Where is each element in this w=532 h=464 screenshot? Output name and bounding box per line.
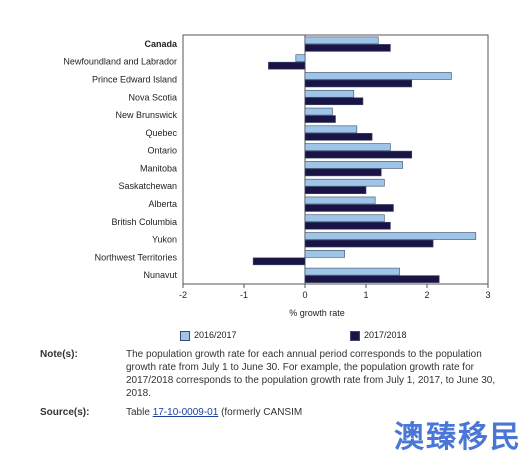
x-tick-label-0: 0 bbox=[302, 290, 307, 300]
bar-2016-2017-british-columbia bbox=[304, 214, 385, 223]
category-label-nova-scotia: Nova Scotia bbox=[128, 92, 177, 102]
category-label-prince-edward-island: Prince Edward Island bbox=[92, 74, 177, 84]
bar-2017-2018-nova-scotia bbox=[304, 97, 364, 106]
source-table-link[interactable]: 17-10-0009-01 bbox=[152, 407, 219, 418]
source-suffix: (formerly CANSIM bbox=[218, 407, 303, 418]
bar-2016-2017-nunavut bbox=[304, 267, 400, 276]
bar-2017-2018-yukon bbox=[304, 239, 434, 248]
bar-2017-2018-northwest-territories bbox=[252, 257, 306, 266]
category-label-manitoba: Manitoba bbox=[140, 163, 177, 173]
note-row: Note(s): The population growth rate for … bbox=[40, 348, 510, 400]
category-label-quebec: Quebec bbox=[145, 128, 177, 138]
bar-2017-2018-nunavut bbox=[304, 275, 440, 283]
category-label-newfoundland-and-labrador: Newfoundland and Labrador bbox=[63, 57, 177, 67]
bar-2017-2018-new-brunswick bbox=[304, 115, 336, 123]
bar-2016-2017-northwest-territories bbox=[304, 250, 345, 258]
bar-2016-2017-alberta bbox=[304, 196, 376, 205]
population-growth-chart: Canada Newfoundland and Labrador Prince Ed… bbox=[63, 34, 491, 318]
watermark-logo: 澳臻移民 bbox=[394, 420, 522, 455]
bar-2017-2018-prince-edward-island bbox=[304, 79, 413, 88]
legend-item-2017-2018: 2017/2018 bbox=[350, 328, 407, 342]
category-label-saskatchewan: Saskatchewan bbox=[118, 181, 177, 191]
category-label-yukon: Yukon bbox=[152, 235, 177, 245]
x-axis-title: % growth rate bbox=[289, 308, 345, 318]
chart-container: Canada Newfoundland and Labrador Prince Ed… bbox=[63, 34, 491, 341]
legend: 2016/2017 2017/2018 bbox=[180, 328, 480, 344]
bar-2017-2018-quebec bbox=[304, 133, 373, 141]
bar-2017-2018-alberta bbox=[304, 204, 394, 212]
x-tick-label-1: 1 bbox=[363, 290, 368, 300]
bar-2016-2017-newfoundland-and-labrador bbox=[295, 54, 306, 62]
legend-item-2016-2017: 2016/2017 bbox=[180, 328, 237, 342]
category-label-alberta: Alberta bbox=[148, 199, 177, 209]
x-tick-label-neg2: -2 bbox=[179, 290, 187, 300]
notes-section: Note(s): The population growth rate for … bbox=[40, 348, 510, 419]
legend-swatch-2016-2017 bbox=[180, 330, 190, 341]
bar-2017-2018-ontario bbox=[304, 150, 413, 159]
category-label-canada: Canada bbox=[144, 39, 178, 49]
x-tick-label-3: 3 bbox=[485, 290, 490, 300]
source-text: Table 17-10-0009-01 (formerly CANSIM bbox=[126, 406, 510, 419]
x-tick-label-neg1: -1 bbox=[240, 290, 248, 300]
category-label-british-columbia: British Columbia bbox=[111, 217, 177, 227]
category-label-ontario: Ontario bbox=[147, 146, 177, 156]
bar-2016-2017-new-brunswick bbox=[304, 107, 333, 116]
legend-label-2017-2018: 2017/2018 bbox=[364, 330, 407, 340]
source-label: Source(s): bbox=[40, 407, 90, 418]
note-label: Note(s): bbox=[40, 349, 78, 360]
category-label-new-brunswick: New Brunswick bbox=[115, 110, 177, 120]
bar-2016-2017-nova-scotia bbox=[304, 89, 355, 98]
bar-2016-2017-ontario bbox=[304, 143, 391, 151]
legend-label-2016-2017: 2016/2017 bbox=[194, 330, 237, 340]
bar-2017-2018-manitoba bbox=[304, 168, 382, 177]
source-prefix: Table bbox=[126, 407, 153, 418]
category-label-northwest-territories: Northwest Territories bbox=[95, 252, 178, 262]
bar-2017-2018-newfoundland-and-labrador bbox=[268, 61, 306, 70]
bar-2016-2017-canada bbox=[304, 36, 379, 45]
legend-swatch-2017-2018 bbox=[350, 330, 360, 341]
bar-2016-2017-yukon bbox=[304, 232, 477, 240]
bar-2016-2017-manitoba bbox=[304, 161, 403, 169]
bar-2017-2018-saskatchewan bbox=[304, 186, 367, 194]
bar-2017-2018-british-columbia bbox=[304, 221, 391, 230]
plot-frame bbox=[182, 34, 489, 285]
x-tick-label-2: 2 bbox=[424, 290, 429, 300]
note-text: The population growth rate for each annu… bbox=[126, 349, 496, 399]
source-row: Source(s): Table 17-10-0009-01 (formerly… bbox=[40, 406, 510, 419]
bar-2016-2017-saskatchewan bbox=[304, 178, 385, 187]
category-label-nunavut: Nunavut bbox=[143, 270, 177, 280]
bar-2016-2017-quebec bbox=[304, 125, 358, 134]
bar-2016-2017-prince-edward-island bbox=[304, 72, 452, 80]
bar-2017-2018-canada bbox=[304, 44, 391, 52]
